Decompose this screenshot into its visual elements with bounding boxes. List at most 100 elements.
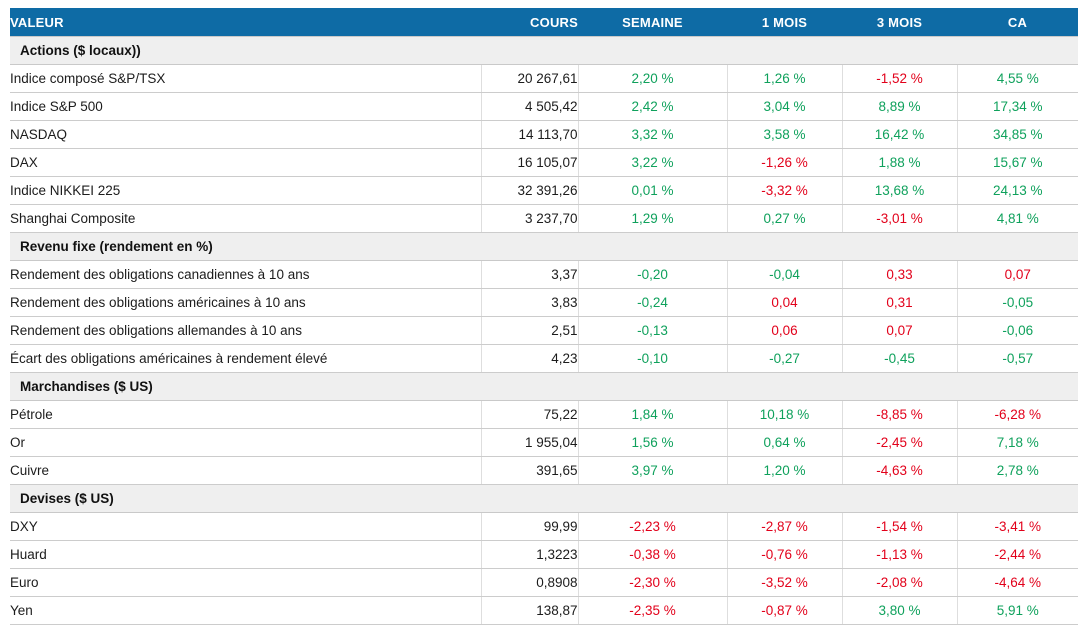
table-row: Rendement des obligations canadiennes à … bbox=[10, 260, 1078, 289]
price-value: 3,37 bbox=[480, 260, 578, 289]
change-value: -0,27 bbox=[726, 344, 842, 373]
price-value: 1 955,04 bbox=[480, 428, 578, 457]
section-row-devises-us: Devises ($ US) bbox=[10, 484, 1078, 513]
change-value: 1,84 % bbox=[577, 400, 727, 429]
change-value: 3,97 % bbox=[577, 456, 727, 485]
instrument-label: Écart des obligations américaines à rend… bbox=[10, 344, 481, 373]
change-value: -0,13 bbox=[577, 316, 727, 345]
change-value: 7,18 % bbox=[956, 428, 1078, 457]
section-title: Marchandises ($ US) bbox=[10, 372, 1078, 401]
instrument-label: Shanghai Composite bbox=[10, 204, 481, 233]
price-value: 4 505,42 bbox=[480, 92, 578, 121]
change-value: -1,26 % bbox=[726, 148, 842, 177]
change-value: -0,05 bbox=[956, 288, 1078, 317]
section-row-revenu-fixe-rendement-en: Revenu fixe (rendement en %) bbox=[10, 232, 1078, 261]
change-value: 0,33 bbox=[841, 260, 957, 289]
change-value: -2,45 % bbox=[841, 428, 957, 457]
change-value: -0,57 bbox=[956, 344, 1078, 373]
header-row: VALEUR COURS SEMAINE 1 MOIS 3 MOIS CA bbox=[10, 8, 1078, 37]
table-row: Yen 138,87 -2,35 % -0,87 % 3,80 % 5,91 % bbox=[10, 596, 1078, 625]
change-value: -1,13 % bbox=[841, 540, 957, 569]
change-value: -2,23 % bbox=[577, 512, 727, 541]
change-value: 0,64 % bbox=[726, 428, 842, 457]
table-row: Or 1 955,04 1,56 % 0,64 % -2,45 % 7,18 % bbox=[10, 428, 1078, 457]
change-value: -0,76 % bbox=[726, 540, 842, 569]
change-value: 0,07 bbox=[956, 260, 1078, 289]
change-value: 0,04 bbox=[726, 288, 842, 317]
change-value: -3,01 % bbox=[841, 204, 957, 233]
change-value: -6,28 % bbox=[956, 400, 1078, 429]
section-title: Revenu fixe (rendement en %) bbox=[10, 232, 1078, 261]
change-value: -2,87 % bbox=[726, 512, 842, 541]
instrument-label: Huard bbox=[10, 540, 481, 569]
instrument-label: Or bbox=[10, 428, 481, 457]
change-value: -0,20 bbox=[577, 260, 727, 289]
change-value: 8,89 % bbox=[841, 92, 957, 121]
change-value: 1,26 % bbox=[726, 64, 842, 93]
change-value: -8,85 % bbox=[841, 400, 957, 429]
change-value: 0,01 % bbox=[577, 176, 727, 205]
change-value: -3,32 % bbox=[726, 176, 842, 205]
section-title: Devises ($ US) bbox=[10, 484, 1078, 513]
change-value: 3,32 % bbox=[577, 120, 727, 149]
change-value: -0,87 % bbox=[726, 596, 842, 625]
table-row: Rendement des obligations américaines à … bbox=[10, 288, 1078, 317]
change-value: -2,35 % bbox=[577, 596, 727, 625]
table-row: Cuivre 391,65 3,97 % 1,20 % -4,63 % 2,78 % bbox=[10, 456, 1078, 485]
instrument-label: Euro bbox=[10, 568, 481, 597]
change-value: 1,20 % bbox=[726, 456, 842, 485]
table-row: Indice NIKKEI 225 32 391,26 0,01 % -3,32 % 1… bbox=[10, 176, 1078, 205]
change-value: 4,81 % bbox=[956, 204, 1078, 233]
price-value: 3,83 bbox=[480, 288, 578, 317]
price-value: 1,3223 bbox=[480, 540, 578, 569]
instrument-label: DXY bbox=[10, 512, 481, 541]
change-value: 0,31 bbox=[841, 288, 957, 317]
change-value: 2,78 % bbox=[956, 456, 1078, 485]
change-value: 3,04 % bbox=[726, 92, 842, 121]
column-header-ca: CA bbox=[957, 8, 1078, 37]
market-table: VALEUR COURS SEMAINE 1 MOIS 3 MOIS CA Actions… bbox=[10, 8, 1078, 625]
change-value: 17,34 % bbox=[956, 92, 1078, 121]
change-value: -4,63 % bbox=[841, 456, 957, 485]
change-value: -3,52 % bbox=[726, 568, 842, 597]
change-value: 3,58 % bbox=[726, 120, 842, 149]
table-header: VALEUR COURS SEMAINE 1 MOIS 3 MOIS CA bbox=[10, 8, 1078, 37]
price-value: 138,87 bbox=[480, 596, 578, 625]
instrument-label: Yen bbox=[10, 596, 481, 625]
table-row: Shanghai Composite 3 237,70 1,29 % 0,27 % -3… bbox=[10, 204, 1078, 233]
change-value: -2,30 % bbox=[577, 568, 727, 597]
change-value: 5,91 % bbox=[956, 596, 1078, 625]
column-header-semaine: SEMAINE bbox=[578, 8, 727, 37]
change-value: -4,64 % bbox=[956, 568, 1078, 597]
change-value: 2,20 % bbox=[577, 64, 727, 93]
section-title: Actions ($ locaux)) bbox=[10, 36, 1078, 65]
instrument-label: DAX bbox=[10, 148, 481, 177]
price-value: 4,23 bbox=[480, 344, 578, 373]
table-row: DAX 16 105,07 3,22 % -1,26 % 1,88 % 15,67 % bbox=[10, 148, 1078, 177]
change-value: 34,85 % bbox=[956, 120, 1078, 149]
change-value: -0,10 bbox=[577, 344, 727, 373]
change-value: 0,27 % bbox=[726, 204, 842, 233]
column-header-1-mois: 1 MOIS bbox=[727, 8, 842, 37]
change-value: 13,68 % bbox=[841, 176, 957, 205]
table-row: Huard 1,3223 -0,38 % -0,76 % -1,13 % -2,44 % bbox=[10, 540, 1078, 569]
instrument-label: Rendement des obligations canadiennes à … bbox=[10, 260, 481, 289]
change-value: -0,06 bbox=[956, 316, 1078, 345]
change-value: -3,41 % bbox=[956, 512, 1078, 541]
section-row-marchandises-us: Marchandises ($ US) bbox=[10, 372, 1078, 401]
change-value: 2,42 % bbox=[577, 92, 727, 121]
change-value: 10,18 % bbox=[726, 400, 842, 429]
price-value: 2,51 bbox=[480, 316, 578, 345]
price-value: 99,99 bbox=[480, 512, 578, 541]
instrument-label: Pétrole bbox=[10, 400, 481, 429]
table-row: Écart des obligations américaines à rend… bbox=[10, 344, 1078, 373]
change-value: 1,56 % bbox=[577, 428, 727, 457]
change-value: 1,88 % bbox=[841, 148, 957, 177]
price-value: 3 237,70 bbox=[480, 204, 578, 233]
change-value: 3,22 % bbox=[577, 148, 727, 177]
price-value: 20 267,61 bbox=[480, 64, 578, 93]
column-header-cours: COURS bbox=[481, 8, 578, 37]
instrument-label: Indice composé S&P/TSX bbox=[10, 64, 481, 93]
table-row: Indice composé S&P/TSX 20 267,61 2,20 % 1,2… bbox=[10, 64, 1078, 93]
instrument-label: Indice S&P 500 bbox=[10, 92, 481, 121]
